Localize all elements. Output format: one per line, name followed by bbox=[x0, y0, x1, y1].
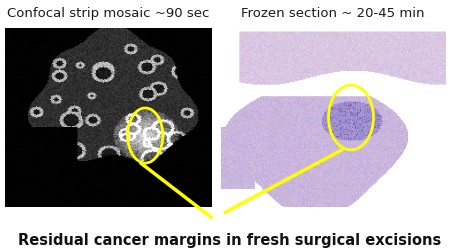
Text: Frozen section ~ 20-45 min: Frozen section ~ 20-45 min bbox=[241, 7, 425, 20]
Text: Confocal strip mosaic ~90 sec: Confocal strip mosaic ~90 sec bbox=[7, 7, 209, 20]
Text: Residual cancer margins in fresh surgical excisions: Residual cancer margins in fresh surgica… bbox=[18, 232, 441, 248]
